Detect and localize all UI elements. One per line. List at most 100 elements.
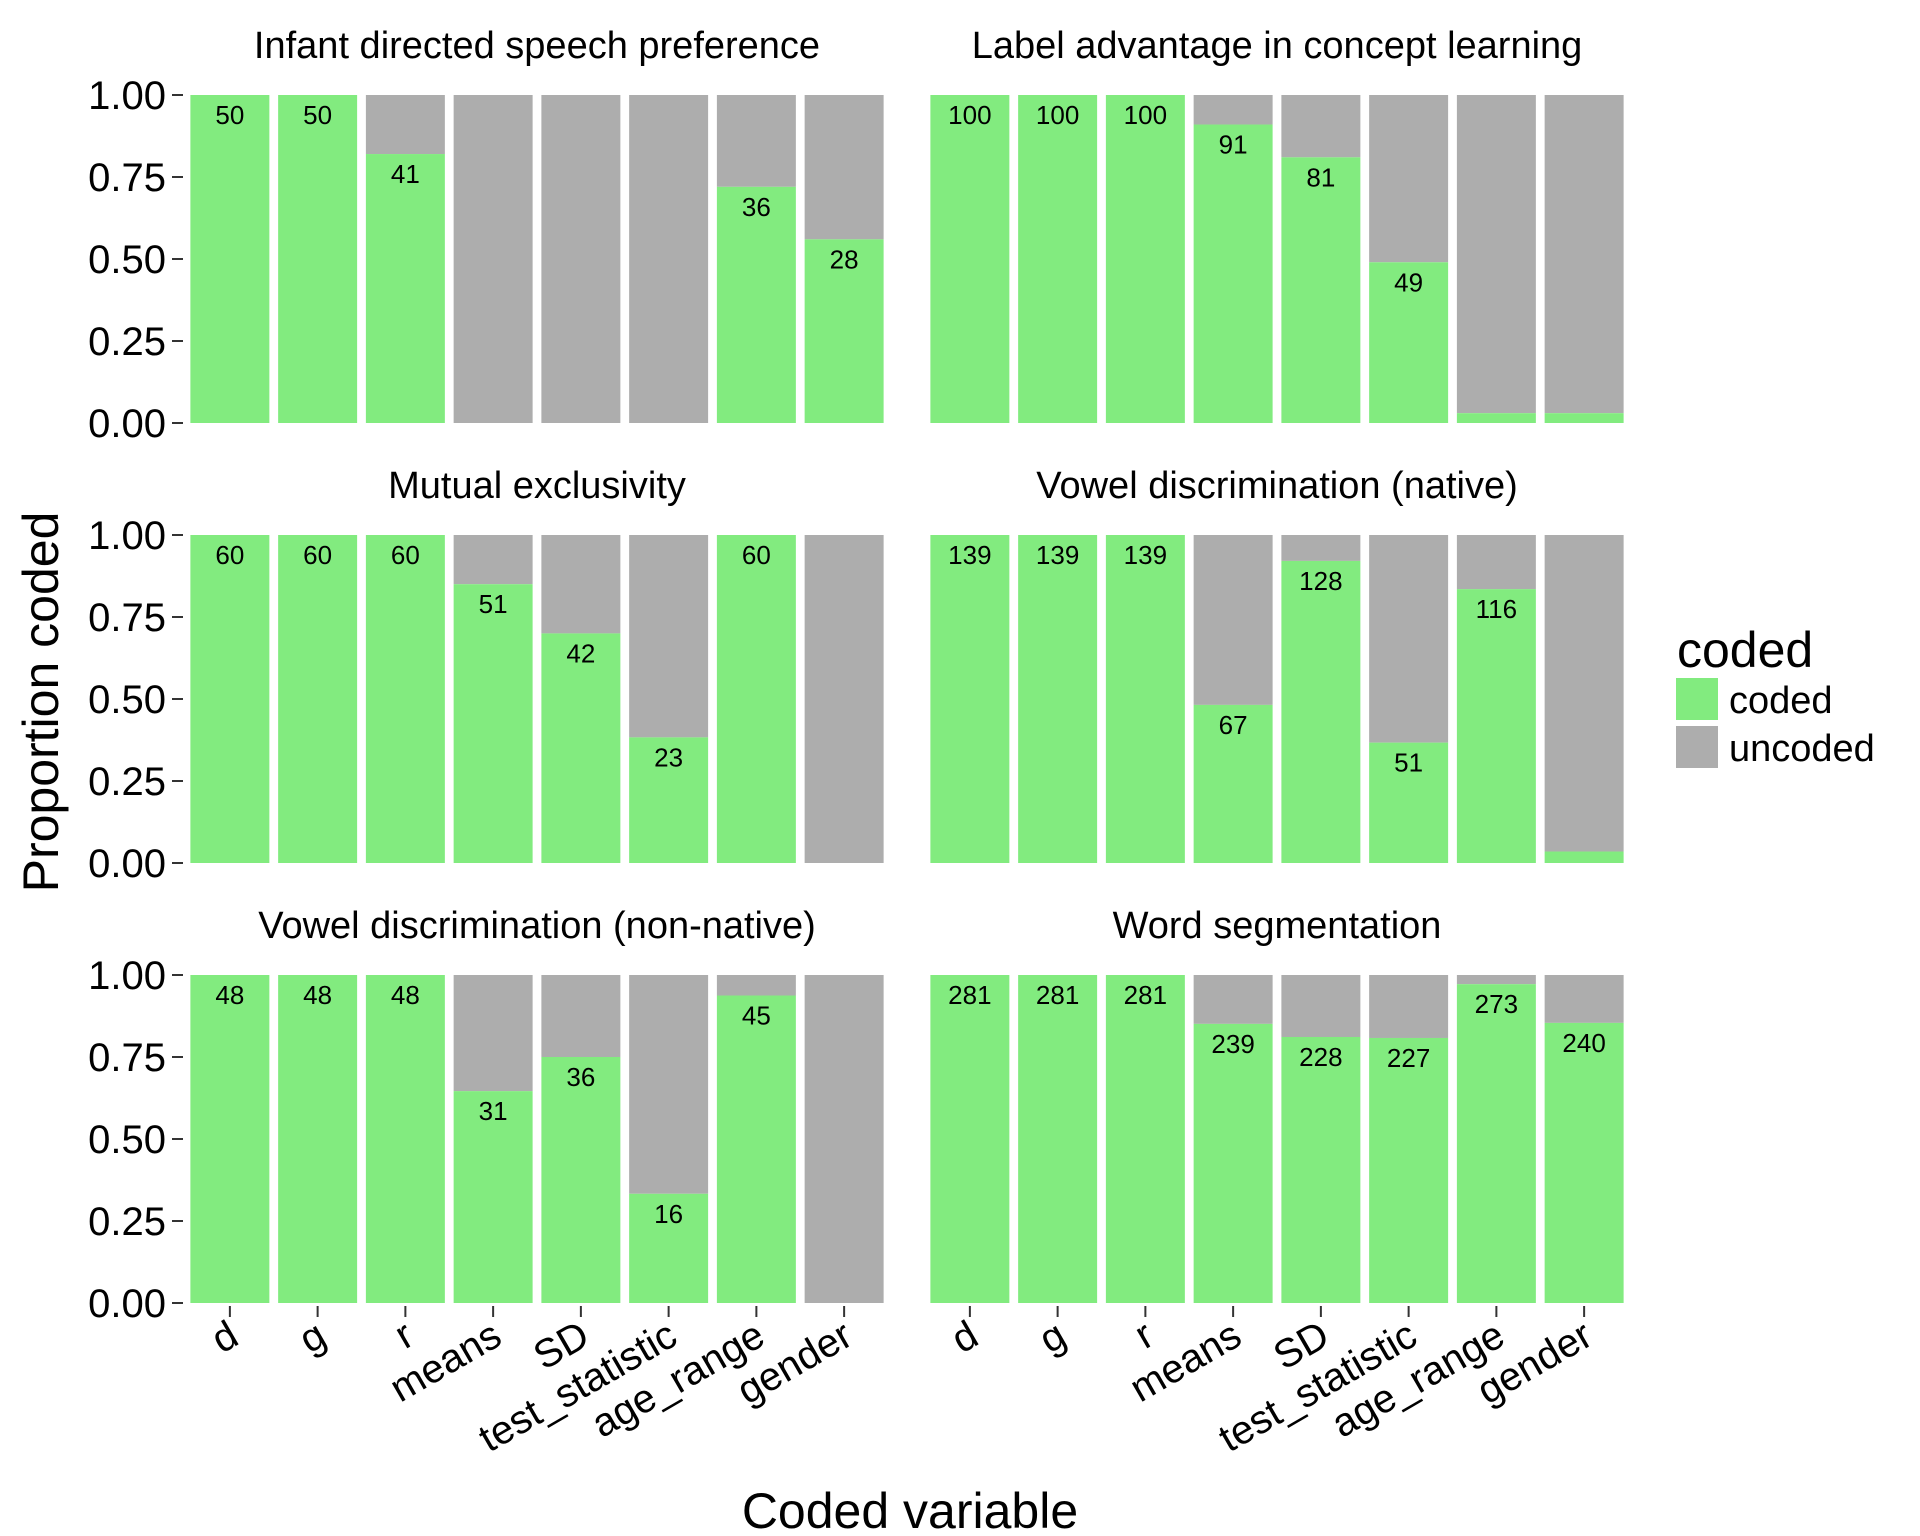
bar-count-label: 227	[1387, 1043, 1430, 1073]
bar-coded	[190, 975, 270, 1303]
x-tick-label: r	[1127, 1313, 1161, 1358]
bar-count-label: 139	[1036, 540, 1079, 570]
facet-panel: Mutual exclusivity 0.00 0.25 0.50 0.75 1.00 60…	[88, 465, 884, 886]
bar-coded	[629, 1193, 709, 1303]
bar-uncoded	[804, 975, 884, 1303]
bar-coded	[365, 535, 445, 863]
bar-coded	[716, 186, 796, 423]
bar-count-label: 281	[1124, 980, 1167, 1010]
bar-count-label: 48	[391, 980, 420, 1010]
bar-count-label: 81	[1306, 162, 1335, 192]
x-tick-label: r	[387, 1313, 421, 1358]
bar-coded	[1193, 1023, 1273, 1303]
bar-coded	[716, 535, 796, 863]
y-tick-label: 0.00	[88, 1282, 166, 1326]
bar-count-label: 16	[654, 1199, 683, 1229]
bar-coded	[1105, 975, 1185, 1303]
legend-title: coded	[1677, 622, 1813, 678]
bar-coded	[541, 633, 621, 863]
bar-coded	[804, 239, 884, 423]
facet-panel: Word segmentation281d281g281r239means228…	[930, 905, 1624, 1461]
bar-count-label: 48	[303, 980, 332, 1010]
y-tick-label: 0.75	[88, 156, 166, 200]
bar-count-label: 51	[1394, 748, 1423, 778]
bar-uncoded	[1544, 535, 1624, 852]
y-tick-label: 0.50	[88, 1118, 166, 1162]
facet-panel: Vowel discrimination (native) 139 139 139 67…	[930, 465, 1624, 863]
bar-coded	[1369, 1037, 1449, 1303]
bar-uncoded	[629, 95, 709, 423]
bar-coded	[1193, 704, 1273, 863]
x-tick-label: d	[204, 1313, 245, 1362]
y-tick-label: 0.25	[88, 1200, 166, 1244]
bar-uncoded	[541, 95, 621, 423]
x-tick-label: g	[292, 1313, 333, 1362]
bar-coded	[1105, 95, 1185, 423]
legend-label-coded: coded	[1729, 680, 1833, 722]
y-axis-title: Proportion coded	[13, 512, 69, 893]
bar-uncoded	[1369, 535, 1449, 743]
bar-count-label: 36	[742, 192, 771, 222]
bar-uncoded	[1193, 95, 1273, 125]
facet-panels: Infant directed speech preference 0.00 0.2…	[88, 25, 1624, 1461]
y-tick-label: 0.75	[88, 1036, 166, 1080]
y-tick-label: 0.75	[88, 596, 166, 640]
bar-count-label: 60	[215, 540, 244, 570]
legend-swatch-coded	[1674, 676, 1720, 722]
bar-coded	[190, 95, 270, 423]
bar-coded	[716, 995, 796, 1303]
x-axis-title: Coded variable	[742, 1483, 1078, 1536]
bar-coded	[1281, 1036, 1361, 1303]
bar-uncoded	[1369, 95, 1449, 263]
bar-uncoded	[629, 535, 709, 738]
bar-uncoded	[1456, 535, 1536, 590]
bar-uncoded	[1281, 975, 1361, 1037]
bar-coded	[1018, 975, 1098, 1303]
y-tick-label: 0.00	[88, 402, 166, 446]
y-tick-label: 0.50	[88, 238, 166, 282]
bar-count-label: 23	[654, 742, 683, 772]
y-tick-label: 1.00	[88, 954, 166, 998]
bar-coded	[278, 95, 358, 423]
bar-uncoded	[716, 975, 796, 996]
bar-count-label: 240	[1562, 1028, 1605, 1058]
bar-uncoded	[804, 535, 884, 863]
bar-count-label: 281	[1036, 980, 1079, 1010]
bar-count-label: 128	[1299, 566, 1342, 596]
legend-label-uncoded: uncoded	[1729, 728, 1875, 770]
facet-title: Vowel discrimination (native)	[1036, 465, 1518, 507]
facet-title: Infant directed speech preference	[254, 25, 820, 67]
bar-uncoded	[1369, 975, 1449, 1038]
bar-count-label: 273	[1475, 989, 1518, 1019]
bar-count-label: 50	[303, 100, 332, 130]
y-tick-label: 1.00	[88, 514, 166, 558]
y-tick-label: 0.50	[88, 678, 166, 722]
bar-count-label: 31	[479, 1096, 508, 1126]
bar-uncoded	[1281, 95, 1361, 158]
bar-uncoded	[365, 95, 445, 155]
bar-uncoded	[541, 535, 621, 634]
x-tick-label: g	[1032, 1313, 1073, 1362]
bar-uncoded	[1193, 975, 1273, 1024]
facet-title: Word segmentation	[1113, 905, 1442, 947]
bar-uncoded	[804, 95, 884, 240]
bar-count-label: 28	[830, 244, 859, 274]
bar-coded	[190, 535, 270, 863]
facet-panel: Vowel discrimination (non-native) 0.00 0.2…	[88, 905, 884, 1461]
bar-count-label: 49	[1394, 267, 1423, 297]
bar-count-label: 48	[215, 980, 244, 1010]
bar-coded	[1369, 742, 1449, 863]
bar-uncoded	[1544, 975, 1624, 1023]
bar-uncoded	[453, 95, 533, 423]
bar-count-label: 116	[1476, 594, 1517, 624]
bar-count-label: 139	[948, 540, 991, 570]
bar-count-label: 41	[391, 159, 420, 189]
bar-coded	[365, 154, 445, 424]
bar-count-label: 60	[742, 540, 771, 570]
bar-coded	[1544, 413, 1624, 423]
bar-coded	[930, 975, 1010, 1303]
bar-uncoded	[453, 535, 533, 585]
facet-title: Vowel discrimination (non-native)	[258, 905, 816, 947]
bar-count-label: 228	[1299, 1042, 1342, 1072]
